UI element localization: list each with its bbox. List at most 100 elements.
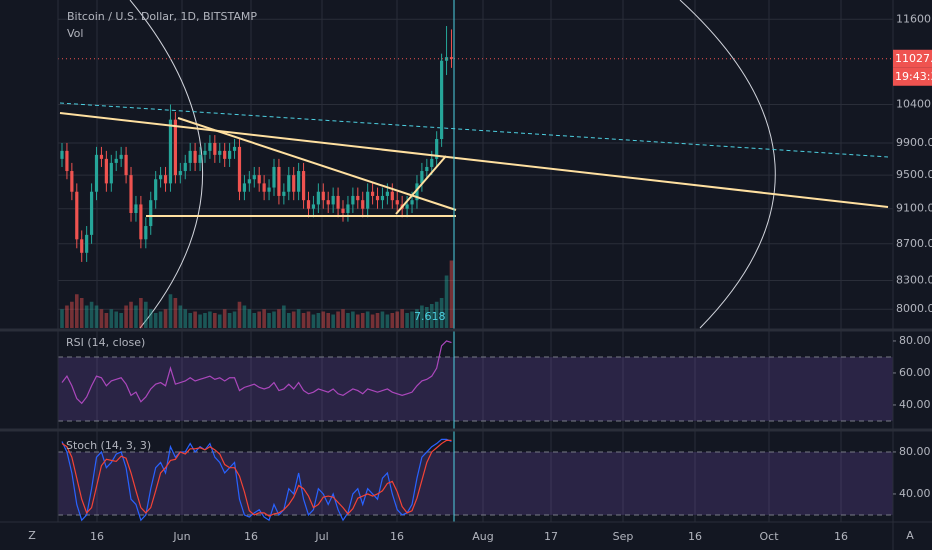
volume-bar [74,294,79,328]
candle-body [292,175,296,192]
candle-body [267,187,271,192]
candle-body [301,171,306,201]
candle-body [351,195,355,205]
time-label: Jul [314,530,328,543]
volume-bar [89,301,94,328]
volume-bar [380,311,385,328]
volume-bar [326,313,331,328]
volume-bar [420,305,424,328]
price-tick-label: 8300.00 [896,274,932,287]
candle-body [306,200,311,209]
chart-title: Bitcoin / U.S. Dollar, 1D, BITSTAMP [67,10,257,23]
volume-bar [390,313,395,328]
candle-body [228,150,232,159]
pane-title: Stoch (14, 3, 3) [66,439,151,452]
indicator-tick-label: 40.00 [899,398,931,411]
candle-body [272,166,276,188]
volume-bar [70,301,74,328]
candle-body [262,183,266,192]
price-tick-label: 9500.00 [896,168,932,181]
indicator-tick-label: 80.00 [899,445,931,458]
volume-bar [316,313,321,328]
indicator-line [61,439,452,517]
indicator-tick-label: 40.00 [899,487,931,500]
candle-body [159,175,163,180]
volume-bar [400,309,404,328]
candle-body [89,191,94,235]
candle-body [341,208,345,213]
candle-body [237,146,242,192]
tz-button[interactable]: Z [28,529,36,542]
volume-bar [208,311,212,328]
volume-bar [429,304,434,328]
candle-body [375,195,380,201]
candle-body [183,162,187,172]
volume-bar [449,260,454,328]
time-label: 17 [544,530,558,543]
candle-body [218,150,222,155]
volume-bar [336,311,340,328]
volume-bar [84,305,89,328]
volume-bar [296,309,301,328]
volume-bar [168,294,173,328]
auto-scale-button[interactable]: A [906,529,914,542]
candle-body [70,171,74,192]
volume-bar [346,313,350,328]
volume-bar [395,311,400,328]
candle-body [331,195,335,205]
candle-body [326,200,330,205]
volume-bar [356,314,360,328]
volume-bar [375,313,380,328]
grid [58,0,893,522]
volume-bar [158,311,163,328]
volume-bar [291,311,296,328]
indicator-line [61,438,452,522]
volume-bar [341,309,345,328]
candle-body [154,179,158,201]
candle-body [193,150,197,163]
candle-body [257,175,261,184]
volume-bar [217,314,222,328]
volume-bar [385,314,390,328]
candle-body [390,191,394,201]
volume-bar [153,313,158,328]
candle-body [395,200,399,205]
volume-bar [79,298,84,328]
candle-body [287,175,291,192]
candle-body [282,191,286,196]
volume-bar [306,311,311,328]
candle-body [356,195,360,201]
volume-bar [351,311,355,328]
trend-line [59,112,889,208]
volume-bar [163,309,168,328]
volume-bar [410,311,414,328]
price-tick-label: 9100.00 [896,202,932,215]
candle-body [65,150,69,172]
candle-body [99,154,104,159]
volume-bar [439,298,444,328]
candle-body [173,119,177,176]
candle-body [168,119,173,184]
candle-body [104,158,108,184]
candle-body [420,171,424,184]
candle-body [139,204,143,240]
pane-title: RSI (14, close) [66,336,145,349]
candle-body [75,191,79,240]
candle-body [85,234,89,253]
candle-body [415,183,419,201]
candle-body [425,166,429,172]
candle-body [252,175,256,180]
volume-bar [114,311,119,328]
volume-bar [222,309,227,328]
candle-body [405,204,409,209]
countdown-box [893,67,932,86]
time-label: Aug [472,530,493,543]
candle-body [380,195,385,201]
volume-bar [232,311,237,328]
volume-label: Vol [67,27,83,40]
indicator-tick-label: 80.00 [899,334,931,347]
indicator-tick-label: 60.00 [899,366,931,379]
volume-bar [301,313,306,328]
last-price-box [893,49,932,68]
